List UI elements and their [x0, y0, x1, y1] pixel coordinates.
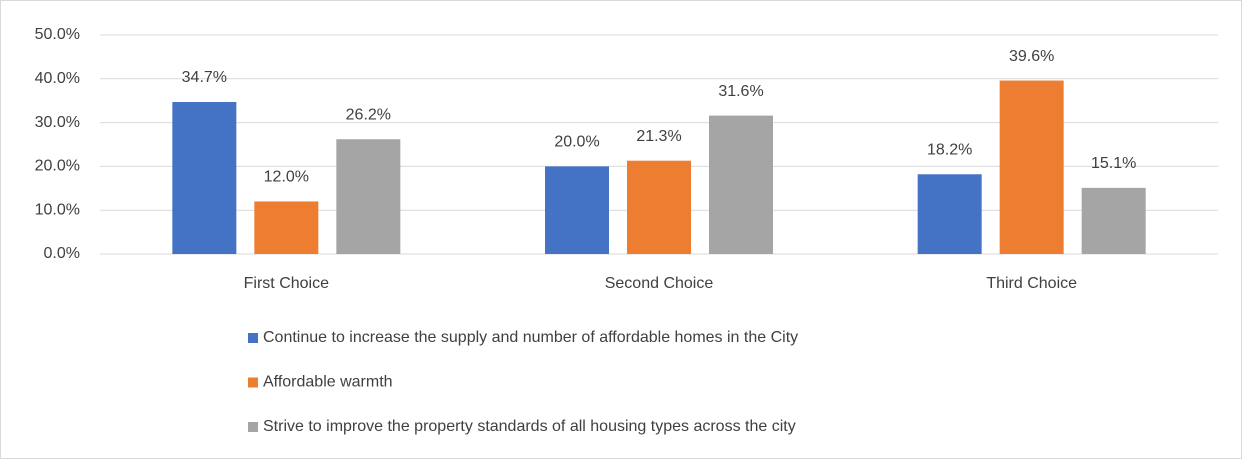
value-label: 34.7%: [182, 69, 227, 86]
x-tick-label: First Choice: [244, 275, 329, 292]
y-tick-label: 20.0%: [35, 158, 80, 175]
value-label: 39.6%: [1009, 48, 1054, 65]
bar: [172, 102, 237, 254]
value-label: 12.0%: [264, 169, 309, 186]
bar: [917, 174, 982, 254]
bar: [336, 139, 401, 254]
bar: [545, 166, 609, 254]
value-label: 31.6%: [718, 83, 763, 100]
y-tick-label: 10.0%: [35, 201, 80, 218]
y-tick-label: 50.0%: [35, 26, 80, 43]
y-tick-label: 40.0%: [35, 70, 80, 87]
x-tick-label: Third Choice: [986, 275, 1077, 292]
y-tick-label: 0.0%: [44, 245, 80, 262]
legend-label: Strive to improve the property standards…: [263, 418, 796, 435]
value-label: 26.2%: [346, 106, 391, 123]
bar: [254, 201, 319, 254]
bar: [709, 115, 773, 254]
legend-label: Affordable warmth: [263, 374, 393, 391]
bar: [999, 80, 1064, 254]
value-label: 21.3%: [636, 128, 681, 145]
legend-swatch: [248, 422, 258, 432]
legend-swatch: [248, 333, 258, 343]
legend-label: Continue to increase the supply and numb…: [263, 329, 798, 346]
value-label: 15.1%: [1091, 155, 1136, 172]
value-label: 18.2%: [927, 142, 972, 159]
legend-swatch: [248, 377, 258, 388]
bar: [1081, 187, 1146, 254]
bar: [627, 160, 691, 254]
value-label: 20.0%: [554, 134, 599, 151]
x-tick-label: Second Choice: [605, 275, 714, 292]
y-tick-label: 30.0%: [35, 114, 80, 131]
